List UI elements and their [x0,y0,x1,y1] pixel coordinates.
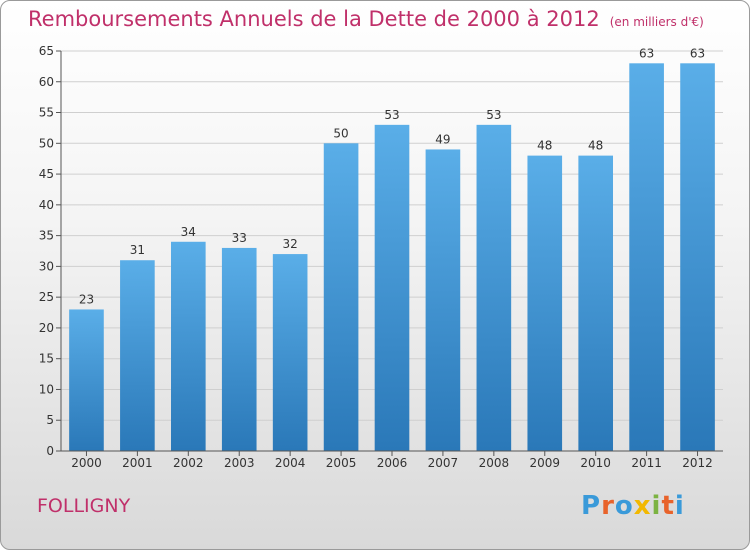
y-tick-label: 10 [39,382,54,396]
logo-letter: i [674,491,685,521]
bar-2011 [629,63,664,452]
x-tick-label: 2004 [275,456,306,470]
value-label: 33 [232,231,247,245]
value-label: 50 [333,126,348,140]
logo-letter: x [633,491,652,521]
axis-layer: 0 5 10 15 20 25 30 35 40 45 50 55 60 65 2000 2001 2002 20… [39,44,723,470]
title-text: Remboursements Annuels de la Dette de 20… [28,7,600,31]
chart-title: Remboursements Annuels de la Dette de 20… [28,7,704,31]
value-label: 63 [690,46,705,60]
logo-letter: o [614,491,634,521]
x-tick-label: 2005 [326,456,357,470]
y-tick-label: 0 [46,444,54,458]
logo-letter: t [661,491,675,521]
value-label: 53 [384,108,399,122]
value-label: 32 [283,237,298,251]
x-tick-label: 2001 [122,456,153,470]
commune-name: FOLLIGNY [37,495,131,517]
bar-2007 [425,149,461,451]
y-tick-label: 30 [39,259,54,273]
y-tick-label: 35 [39,229,54,243]
y-tick-label: 25 [39,290,54,304]
y-tick-label: 60 [39,75,54,89]
y-tick-label: 20 [39,321,54,335]
logo-letter: r [601,491,615,521]
value-label: 48 [588,139,603,153]
bar-layer: 23 31 34 33 32 50 53 49 53 48 48 63 63 [69,46,715,452]
bar-2006 [374,124,410,451]
bar-2002 [170,241,206,451]
y-tick-label: 5 [46,413,54,427]
x-tick-label: 2007 [428,456,459,470]
logo-letter: P [581,491,602,521]
x-tick-label: 2010 [580,456,611,470]
y-tick-label: 55 [39,106,54,120]
y-tick-label: 15 [39,352,54,366]
x-tick-label: 2012 [682,456,713,470]
y-tick-label: 50 [39,136,54,150]
bar-2009 [527,155,563,451]
x-tick-label: 2009 [529,456,560,470]
value-label: 31 [130,243,145,257]
value-label: 53 [486,108,501,122]
x-tick-label: 2000 [71,456,102,470]
bar-2012 [680,63,715,452]
x-tick-label: 2011 [631,456,662,470]
chart-subtitle: (en milliers d'€) [609,15,704,29]
y-tick-label: 65 [39,44,54,58]
logo-letter: i [651,491,662,521]
bar-2001 [120,260,155,451]
bar-2000 [69,309,104,451]
x-tick-label: 2006 [377,456,408,470]
value-label: 34 [181,225,196,239]
x-tick-label: 2003 [224,456,255,470]
value-label: 63 [639,46,654,60]
bar-2004 [272,254,308,451]
bar-2003 [221,247,257,451]
x-tick-label: 2002 [173,456,204,470]
value-label: 23 [79,292,94,306]
value-label: 49 [435,132,450,146]
y-tick-label: 40 [39,198,54,212]
y-tick-label: 45 [39,167,54,181]
bar-2005 [323,143,359,452]
bar-2010 [578,155,614,451]
bar-2008 [476,124,512,451]
proxiti-logo: Proxiti [581,491,685,521]
value-label: 48 [537,139,552,153]
x-tick-label: 2008 [479,456,510,470]
